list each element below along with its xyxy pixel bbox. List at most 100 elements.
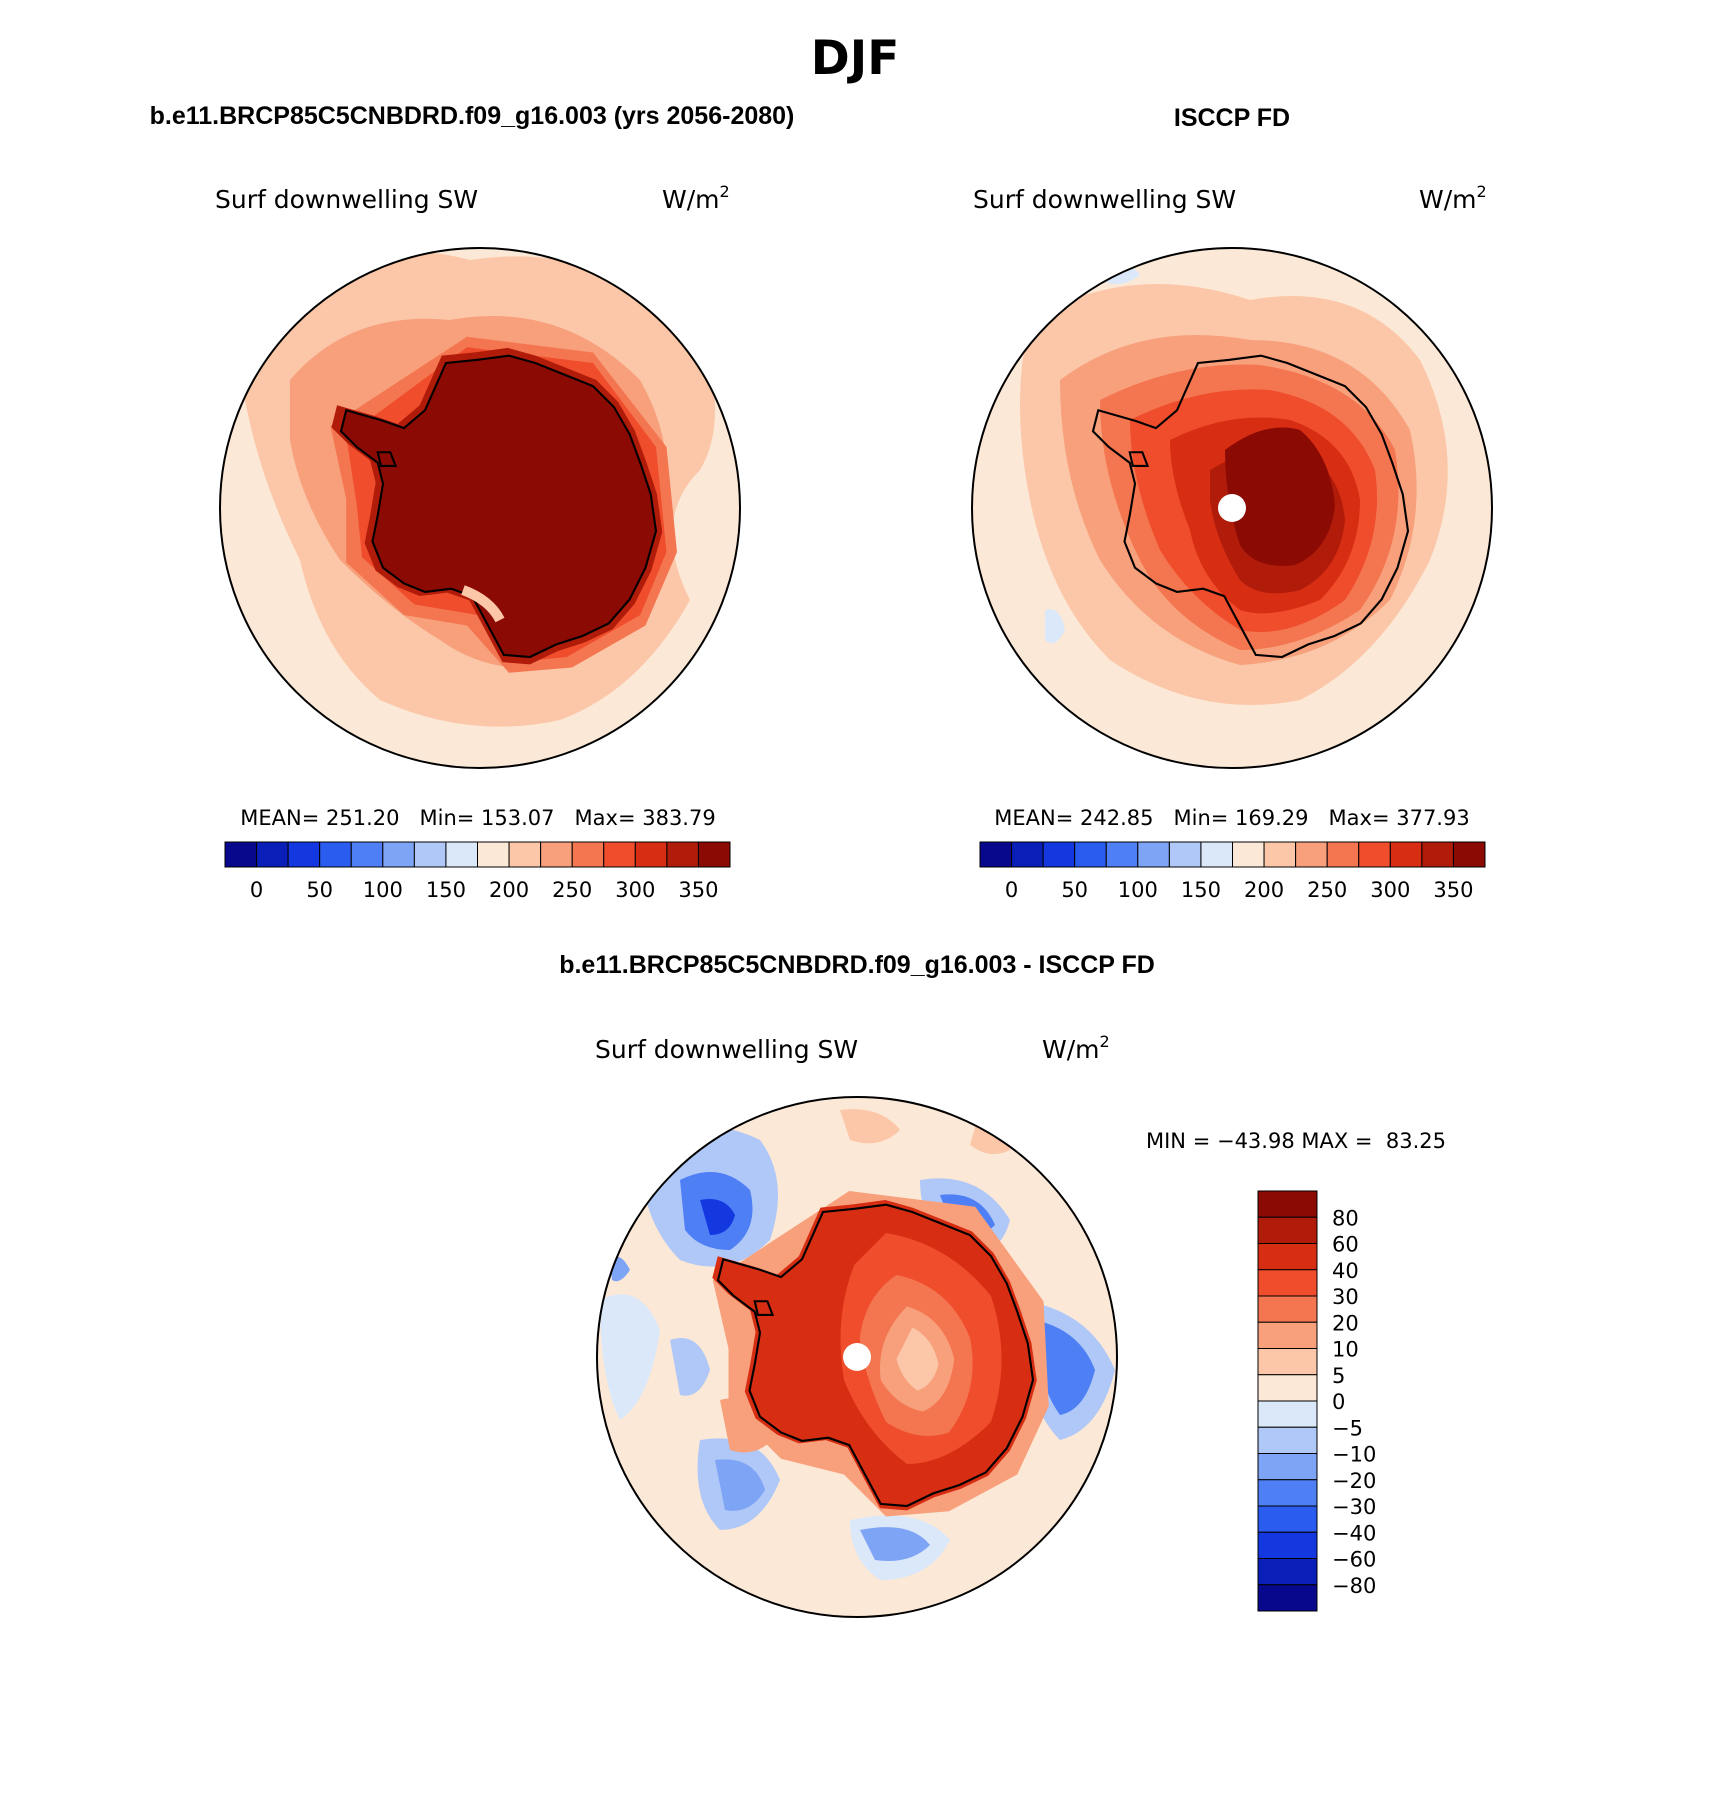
colorbar-diff-tick-label: −60 <box>1332 1548 1376 1572</box>
panel-title-obs: ISCCP FD <box>1174 104 1290 132</box>
colorbar-diff-tick-label: 5 <box>1332 1364 1345 1388</box>
colorbar-obs-swatch <box>1389 841 1423 868</box>
colorbar-model-swatch <box>224 841 258 868</box>
colorbar-diff-tick-label: 30 <box>1332 1285 1359 1309</box>
panel-title-diff: b.e11.BRCP85C5CNBDRD.f09_g16.003 - ISCCP… <box>559 951 1155 979</box>
colorbar-diff-tick-label: 10 <box>1332 1338 1359 1362</box>
colorbar-diff-swatch <box>1257 1321 1318 1349</box>
colorbar-diff-swatch <box>1257 1479 1318 1507</box>
variable-label-obs: Surf downwelling SW <box>973 185 1236 214</box>
colorbar-diff-swatch <box>1257 1453 1318 1481</box>
colorbar-diff-swatch <box>1257 1269 1318 1297</box>
colorbar-model-swatch <box>319 841 352 868</box>
polar-map-diff <box>597 1097 1117 1617</box>
colorbar-diff-tick-label: −40 <box>1332 1521 1376 1545</box>
map-panel-diff: Surf downwelling SW W/m2 <box>595 1032 1446 1618</box>
colorbar-diff-tick-label: 80 <box>1332 1206 1359 1230</box>
colorbar-model-swatch <box>477 841 510 868</box>
map-boundary-model <box>219 247 741 769</box>
colorbar-obs-swatch <box>1042 841 1076 868</box>
variable-label-model: Surf downwelling SW <box>215 185 478 214</box>
colorbar-obs-tick-label: 200 <box>1244 878 1284 902</box>
colorbar-diff-tick-label: 60 <box>1332 1233 1359 1257</box>
map-panel-model: Surf downwelling SW W/m2 MEAN= 251.20 Mi… <box>215 182 741 902</box>
colorbar-obs-swatch <box>1168 841 1202 868</box>
units-label-model: W/m2 <box>662 182 730 214</box>
colorbar-diff-swatch <box>1257 1426 1318 1454</box>
map-boundary-diff <box>596 1096 1118 1618</box>
colorbar-model-tick-label: 150 <box>426 878 466 902</box>
colorbar-model-tick-label: 250 <box>552 878 592 902</box>
colorbar-model-swatch <box>508 841 542 868</box>
colorbar-diff-swatch <box>1257 1295 1318 1323</box>
panel-title-model: b.e11.BRCP85C5CNBDRD.f09_g16.003 (yrs 20… <box>150 102 795 130</box>
colorbar-model-tick-label: 350 <box>678 878 718 902</box>
colorbar-model-swatch <box>413 841 447 868</box>
colorbar-model-tick-label: 300 <box>615 878 655 902</box>
units-label-obs: W/m2 <box>1419 182 1487 214</box>
colorbar-obs-tick-label: 150 <box>1181 878 1221 902</box>
colorbar-obs-swatch <box>1200 841 1233 868</box>
colorbar-obs-swatch <box>1452 841 1486 868</box>
colorbar-model-swatch <box>445 841 478 868</box>
colorbar-model-tick-label: 50 <box>306 878 333 902</box>
colorbar-obs-swatch <box>1263 841 1297 868</box>
colorbar-obs-tick-label: 50 <box>1061 878 1088 902</box>
map-boundary-obs <box>971 247 1493 769</box>
colorbar-diff-tick-label: −80 <box>1332 1574 1376 1598</box>
colorbar-diff-swatch <box>1257 1374 1318 1402</box>
colorbar-obs-swatch <box>1326 841 1360 868</box>
colorbar-diff-swatch <box>1257 1216 1318 1244</box>
polar-map-model <box>220 248 740 768</box>
colorbar-obs-swatch <box>1137 841 1170 868</box>
colorbar-obs-swatch <box>1105 841 1139 868</box>
colorbar-obs-tick-label: 250 <box>1307 878 1347 902</box>
colorbar-obs-swatch <box>1232 841 1265 868</box>
colorbar-model-swatch <box>350 841 384 868</box>
colorbar-diff-swatch <box>1257 1531 1318 1559</box>
colorbar-model-tick-label: 100 <box>363 878 403 902</box>
colorbar-model-swatch <box>666 841 699 868</box>
colorbar-obs-swatch <box>1074 841 1107 868</box>
colorbar-model-swatch <box>382 841 415 868</box>
colorbar-obs-swatch <box>1421 841 1454 868</box>
colorbar-model-swatch <box>697 841 731 868</box>
colorbar-diff-swatch <box>1257 1558 1318 1586</box>
stats-diff: MIN = −43.98 MAX = 83.25 <box>1146 1129 1446 1153</box>
colorbar-diff-tick-label: −10 <box>1332 1443 1376 1467</box>
colorbar-model-swatch <box>287 841 321 868</box>
colorbar-model-swatch <box>571 841 605 868</box>
units-label-diff: W/m2 <box>1042 1032 1110 1064</box>
colorbar-diff-swatch <box>1257 1190 1318 1218</box>
colorbar-model-tick-label: 0 <box>250 878 263 902</box>
colorbar-model-swatch <box>634 841 668 868</box>
polar-map-obs <box>972 248 1492 768</box>
stats-obs: MEAN= 242.85 Min= 169.29 Max= 377.93 <box>994 806 1469 830</box>
colorbar-obs-tick-label: 0 <box>1005 878 1018 902</box>
colorbar-diff-swatch <box>1257 1505 1318 1533</box>
colorbar-model-swatch <box>540 841 573 868</box>
map-panel-obs: Surf downwelling SW W/m2 MEAN= 242.85 Mi… <box>971 182 1493 902</box>
colorbar-model-tick-label: 200 <box>489 878 529 902</box>
colorbar-diff-swatch <box>1257 1243 1318 1271</box>
colorbar-diff-swatch <box>1257 1584 1318 1612</box>
colorbar-diff-tick-label: −5 <box>1332 1416 1363 1440</box>
season-title: DJF <box>811 31 900 86</box>
colorbar-obs: 0 50 100 150 200 250 300 350 <box>979 841 1486 902</box>
colorbar-model-swatch <box>256 841 289 868</box>
colorbar-obs-tick-label: 350 <box>1433 878 1473 902</box>
colorbar-obs-swatch <box>1358 841 1391 868</box>
variable-label-diff: Surf downwelling SW <box>595 1035 858 1064</box>
colorbar-model: 0 50 100 150 200 250 300 350 <box>224 841 731 902</box>
colorbar-obs-swatch <box>1295 841 1328 868</box>
colorbar-model-swatch <box>603 841 636 868</box>
colorbar-obs-swatch <box>1011 841 1044 868</box>
colorbar-diff-tick-label: 0 <box>1332 1390 1345 1414</box>
colorbar-obs-tick-label: 100 <box>1118 878 1158 902</box>
colorbar-diff-tick-label: 40 <box>1332 1259 1359 1283</box>
stats-model: MEAN= 251.20 Min= 153.07 Max= 383.79 <box>240 806 715 830</box>
colorbar-diff-swatch <box>1257 1400 1318 1428</box>
colorbar-obs-swatch <box>979 841 1013 868</box>
colorbar-diff-swatch <box>1257 1348 1318 1376</box>
